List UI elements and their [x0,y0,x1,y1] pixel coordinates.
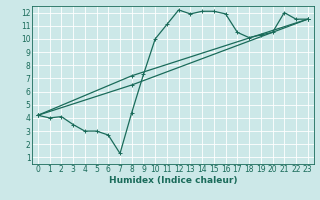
X-axis label: Humidex (Indice chaleur): Humidex (Indice chaleur) [108,176,237,185]
